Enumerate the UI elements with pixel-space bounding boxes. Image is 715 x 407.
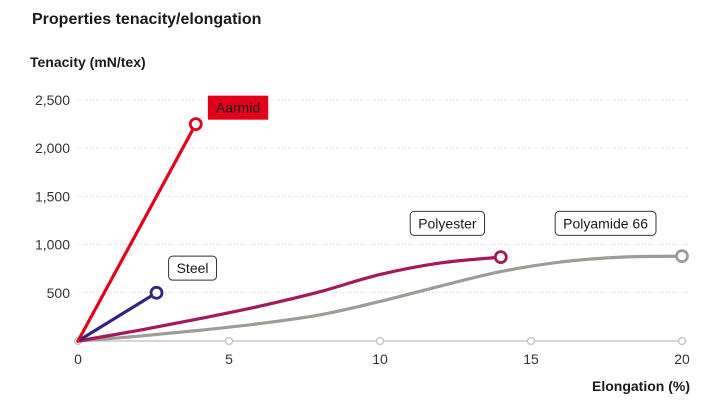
series-label-steel: Steel xyxy=(168,255,218,281)
series-line-polyester xyxy=(76,255,503,343)
y-tick-label: 500 xyxy=(47,285,71,301)
series-line-aarmid xyxy=(76,122,198,343)
x-tick-mark xyxy=(526,336,536,346)
series-endpoint-polyamide-66 xyxy=(675,249,689,264)
y-tick-label: 2,500 xyxy=(35,92,70,108)
y-tick-label: 2,000 xyxy=(35,140,70,156)
series-label-polyester: Polyester xyxy=(409,210,486,236)
series-label-text: Polyamide 66 xyxy=(563,215,648,231)
x-tick-label: 0 xyxy=(74,351,82,367)
x-axis: 0 5 10 15 20 xyxy=(73,336,690,367)
grid-lines: 500 1,000 1,500 2,000 2,500 xyxy=(35,92,688,301)
y-tick-label: 1,500 xyxy=(35,188,70,204)
series-endpoint-aarmid xyxy=(188,117,203,131)
x-tick-mark xyxy=(677,336,687,346)
series-label-text: Polyester xyxy=(418,215,477,231)
series-label-box xyxy=(409,210,486,236)
series-group xyxy=(76,117,689,343)
series-line-polyamide-66 xyxy=(76,254,684,343)
x-tick-label: 20 xyxy=(674,351,690,367)
x-axis-label: Elongation (%) xyxy=(592,378,690,394)
series-endpoint-polyester xyxy=(493,250,508,265)
x-tick-mark xyxy=(375,336,385,346)
series-labels: Aarmid Steel Polyester Polyamide 66 xyxy=(168,95,657,281)
series-label-text: Steel xyxy=(177,260,209,276)
series-label-polyamide-66: Polyamide 66 xyxy=(554,210,657,236)
y-tick-label: 1,000 xyxy=(35,237,70,253)
series-label-aarmid: Aarmid xyxy=(207,95,269,120)
x-tick-mark xyxy=(224,336,234,346)
series-endpoint-steel xyxy=(149,285,164,300)
series-label-box xyxy=(168,255,218,281)
chart-title: Properties tenacity/elongation xyxy=(32,11,261,28)
y-axis-label: Tenacity (mN/tex) xyxy=(30,54,146,70)
x-tick-label: 15 xyxy=(523,351,539,367)
x-tick-label: 5 xyxy=(225,351,233,367)
series-label-box xyxy=(554,210,657,236)
series-label-box xyxy=(207,95,269,120)
series-label-text: Aarmid xyxy=(216,100,260,116)
x-tick-label: 10 xyxy=(372,351,388,367)
series-line-steel xyxy=(76,291,159,343)
